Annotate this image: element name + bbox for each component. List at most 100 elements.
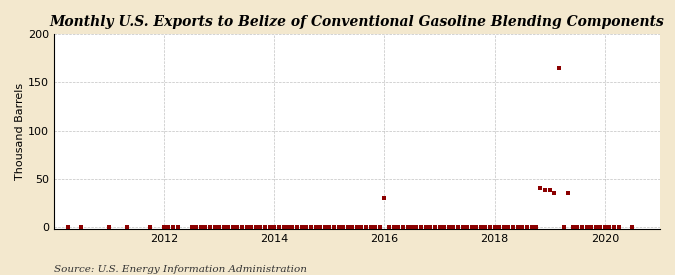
- Point: [246, 224, 256, 229]
- Point: [489, 224, 500, 229]
- Point: [397, 224, 408, 229]
- Point: [485, 224, 495, 229]
- Point: [535, 186, 546, 191]
- Point: [76, 224, 86, 229]
- Point: [342, 224, 353, 229]
- Point: [255, 224, 266, 229]
- Point: [406, 224, 417, 229]
- Point: [356, 224, 367, 229]
- Point: [544, 188, 555, 192]
- Point: [521, 224, 532, 229]
- Point: [301, 224, 312, 229]
- Point: [508, 224, 518, 229]
- Point: [315, 224, 325, 229]
- Point: [223, 224, 234, 229]
- Point: [517, 224, 528, 229]
- Point: [599, 224, 610, 229]
- Point: [205, 224, 215, 229]
- Point: [232, 224, 243, 229]
- Point: [448, 224, 459, 229]
- Point: [383, 224, 394, 229]
- Point: [250, 224, 261, 229]
- Point: [430, 224, 441, 229]
- Point: [365, 224, 376, 229]
- Point: [296, 224, 307, 229]
- Point: [209, 224, 220, 229]
- Point: [347, 224, 358, 229]
- Point: [554, 66, 564, 70]
- Point: [190, 224, 201, 229]
- Point: [466, 224, 477, 229]
- Point: [241, 224, 252, 229]
- Y-axis label: Thousand Barrels: Thousand Barrels: [15, 83, 25, 180]
- Point: [562, 191, 573, 195]
- Point: [549, 191, 560, 195]
- Point: [586, 224, 597, 229]
- Title: Monthly U.S. Exports to Belize of Conventional Gasoline Blending Components: Monthly U.S. Exports to Belize of Conven…: [49, 15, 664, 29]
- Point: [218, 224, 229, 229]
- Point: [443, 224, 454, 229]
- Point: [590, 224, 601, 229]
- Point: [480, 224, 491, 229]
- Point: [558, 224, 569, 229]
- Point: [595, 224, 606, 229]
- Point: [452, 224, 463, 229]
- Point: [499, 224, 510, 229]
- Point: [265, 224, 275, 229]
- Point: [393, 224, 404, 229]
- Point: [237, 224, 248, 229]
- Point: [411, 224, 422, 229]
- Text: Source: U.S. Energy Information Administration: Source: U.S. Energy Information Administ…: [54, 265, 307, 274]
- Point: [145, 224, 156, 229]
- Point: [103, 224, 114, 229]
- Point: [425, 224, 435, 229]
- Point: [273, 224, 284, 229]
- Point: [310, 224, 321, 229]
- Point: [388, 224, 399, 229]
- Point: [172, 224, 183, 229]
- Point: [576, 224, 587, 229]
- Point: [526, 224, 537, 229]
- Point: [269, 224, 279, 229]
- Point: [609, 224, 620, 229]
- Point: [375, 224, 385, 229]
- Point: [306, 224, 317, 229]
- Point: [159, 224, 169, 229]
- Point: [361, 224, 372, 229]
- Point: [462, 224, 472, 229]
- Point: [163, 224, 173, 229]
- Point: [503, 224, 514, 229]
- Point: [333, 224, 344, 229]
- Point: [227, 224, 238, 229]
- Point: [581, 224, 592, 229]
- Point: [604, 224, 615, 229]
- Point: [379, 196, 390, 200]
- Point: [572, 224, 583, 229]
- Point: [512, 224, 523, 229]
- Point: [627, 224, 638, 229]
- Point: [292, 224, 303, 229]
- Point: [540, 188, 551, 192]
- Point: [214, 224, 225, 229]
- Point: [278, 224, 289, 229]
- Point: [352, 224, 362, 229]
- Point: [421, 224, 431, 229]
- Point: [338, 224, 348, 229]
- Point: [457, 224, 468, 229]
- Point: [614, 224, 624, 229]
- Point: [168, 224, 179, 229]
- Point: [287, 224, 298, 229]
- Point: [568, 224, 578, 229]
- Point: [493, 224, 504, 229]
- Point: [122, 224, 132, 229]
- Point: [319, 224, 330, 229]
- Point: [196, 224, 207, 229]
- Point: [475, 224, 486, 229]
- Point: [471, 224, 482, 229]
- Point: [324, 224, 335, 229]
- Point: [531, 224, 541, 229]
- Point: [370, 224, 381, 229]
- Point: [200, 224, 211, 229]
- Point: [402, 224, 413, 229]
- Point: [283, 224, 294, 229]
